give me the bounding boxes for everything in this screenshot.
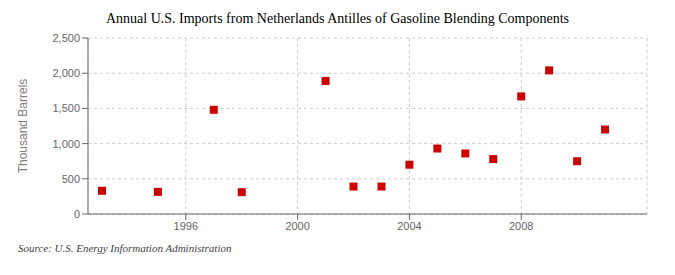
- svg-text:2008: 2008: [509, 220, 533, 232]
- svg-text:1,500: 1,500: [52, 102, 80, 114]
- svg-text:1996: 1996: [174, 220, 198, 232]
- html-text:Source: U.S. Energy Informatio: Source: U.S. Energy Information Administ…: [18, 242, 232, 254]
- svg-text:2004: 2004: [397, 220, 421, 232]
- svg-text:2000: 2000: [285, 220, 309, 232]
- svg-text:2,000: 2,000: [52, 67, 80, 79]
- svg-text:2,500: 2,500: [52, 32, 80, 44]
- svg-text:Thousand Barrels: Thousand Barrels: [16, 79, 30, 174]
- svg-text:1,000: 1,000: [52, 138, 80, 150]
- html-text:Annual U.S. Imports from Nethe: Annual U.S. Imports from Netherlands Ant…: [105, 11, 570, 26]
- svg-text:500: 500: [62, 173, 80, 185]
- svg-text:0: 0: [74, 208, 80, 220]
